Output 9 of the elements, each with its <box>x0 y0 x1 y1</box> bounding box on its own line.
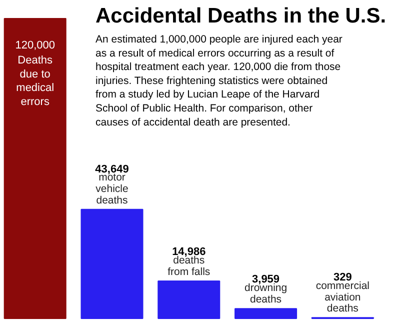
bar <box>158 280 220 319</box>
x-tick-label: Deaths due to medical errors <box>16 54 54 108</box>
chart-title: Accidental Deaths in the U.S. <box>96 4 386 28</box>
bar <box>80 208 144 319</box>
text: An estimated 1,000,000 people are injured each year as a result of medical errors occurring as a result of hospital treatment each year. 120,000 die from those injuries. These frightening statistics were obtained from a study led by Lucian Leape of the Harvard School of Public Health. For comparison, other causes of accidental death are presented. <box>96 34 343 128</box>
data-label: 43,649 <box>95 163 129 176</box>
bar <box>4 18 66 319</box>
data-label: 120,000 <box>15 40 55 52</box>
bar <box>234 308 298 319</box>
